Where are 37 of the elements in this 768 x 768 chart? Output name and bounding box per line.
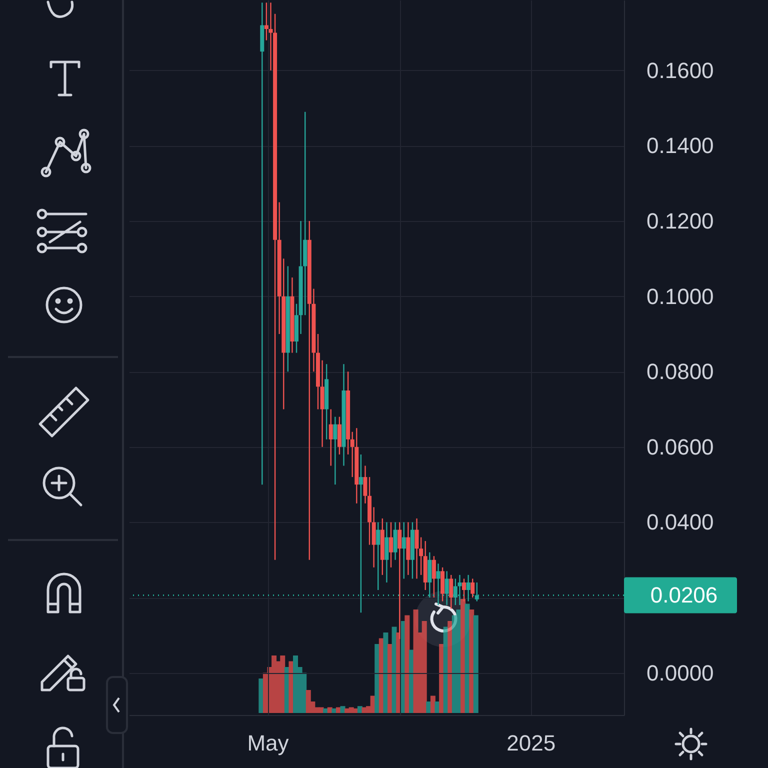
candlestick [470,578,475,598]
candlestick [260,2,264,486]
x-tick-label: May [247,730,289,756]
candlestick [328,408,333,466]
bar [434,702,440,713]
bar [422,621,427,713]
candlestick [449,574,454,610]
bar [473,615,478,713]
candlestick [388,522,393,568]
candlestick [384,522,389,584]
candlestick [402,522,406,580]
candlestick [333,416,338,486]
y-tick-label: 0.1600 [646,58,714,83]
y-tick-label: 0.1000 [646,284,714,309]
candlestick [337,416,342,456]
y-tick-label: 0.0400 [646,510,714,535]
candlestick [414,518,419,580]
bar [258,678,264,713]
x-tick-label: 2025 [506,730,556,756]
bar [426,702,432,713]
ref-line-label: 0.0206 [650,582,718,608]
bar [306,690,311,713]
candlestick [432,556,436,598]
y-tick-label: 0.0000 [646,660,714,686]
candlestick [406,522,410,576]
candlestick [440,566,445,602]
y-tick-label: 0.0600 [646,434,714,460]
candlestick [376,522,380,591]
y-tick-label: 0.1400 [646,133,714,158]
bar [383,632,388,713]
bar [293,656,298,713]
y-tick-label: 0.0800 [646,359,714,384]
y-tick-label: 0.1200 [646,208,714,234]
bar [280,656,286,713]
candlestick [393,522,398,560]
bar [404,615,410,713]
bar [469,610,474,713]
